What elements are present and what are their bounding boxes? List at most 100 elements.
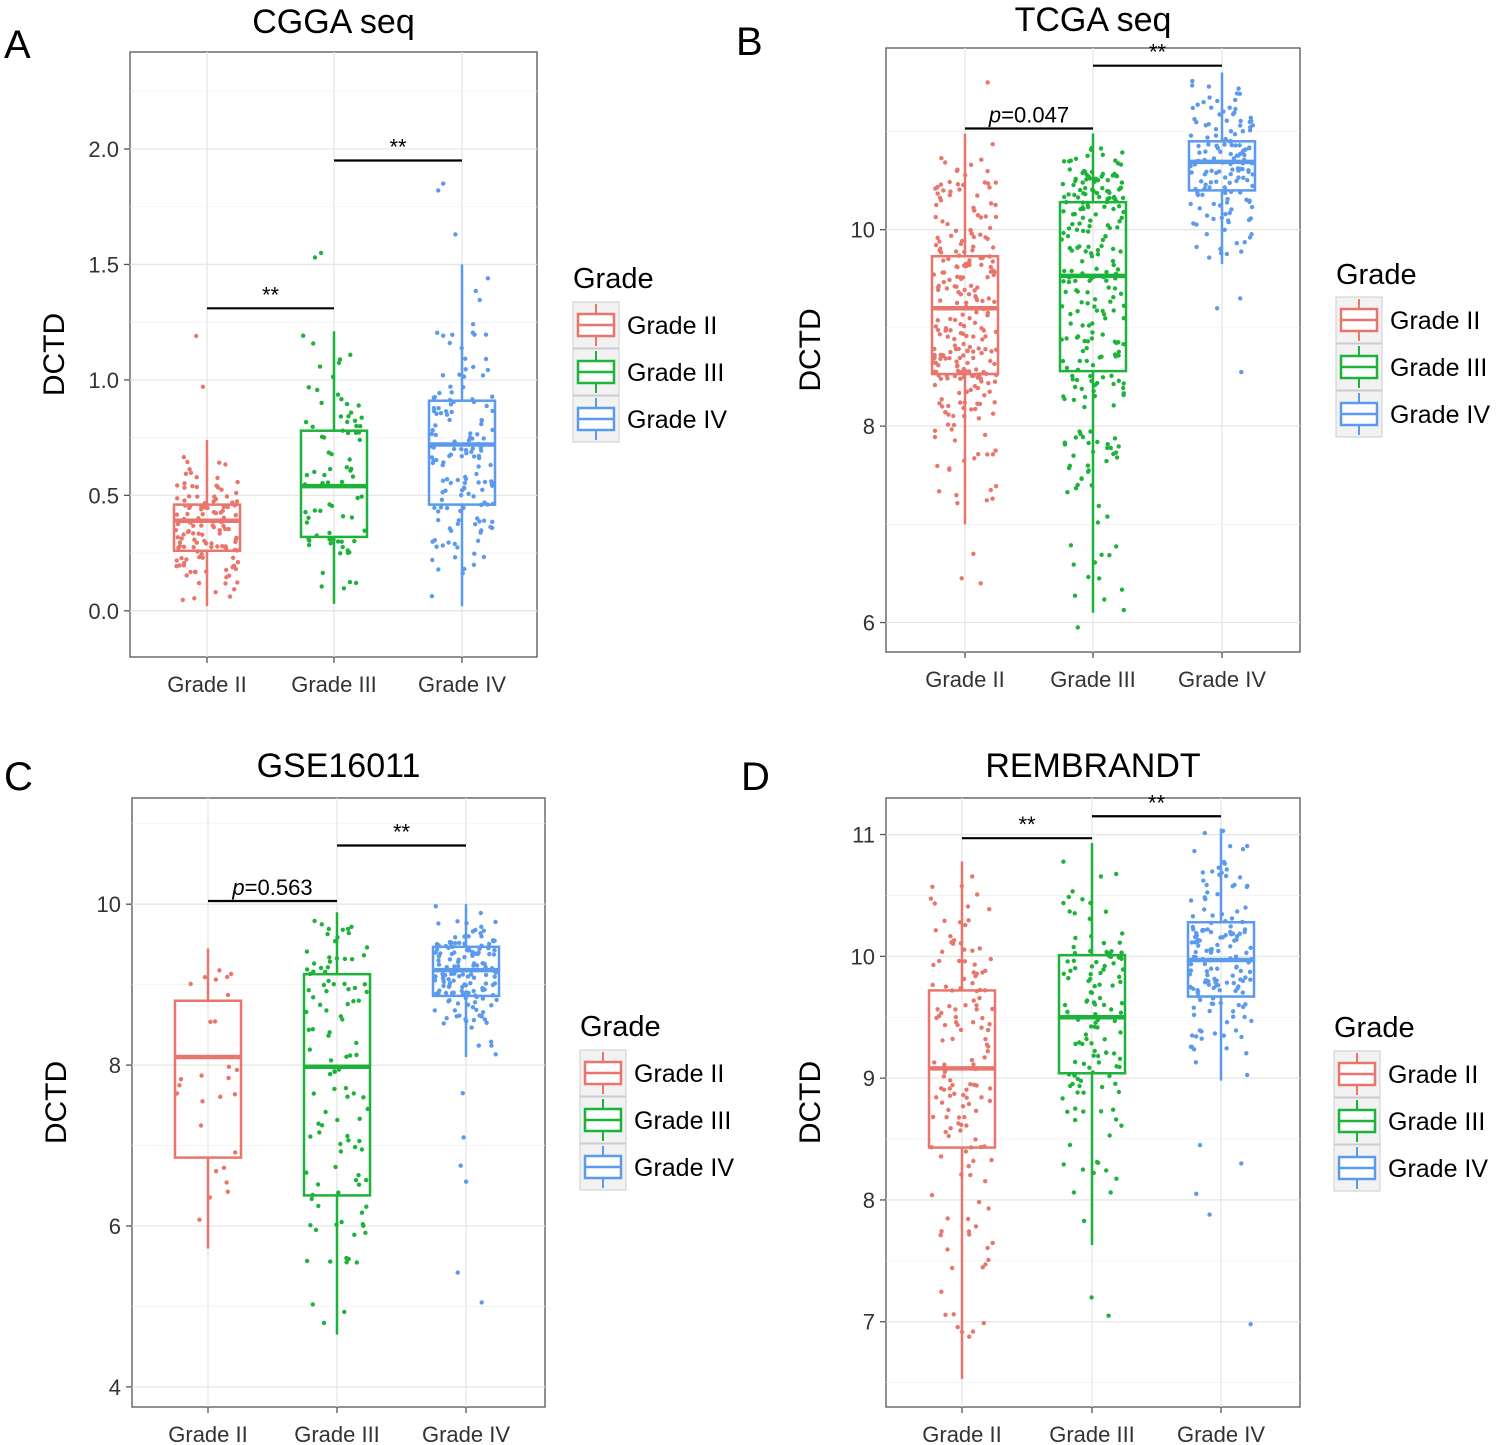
y-axis-label: DCTD [40, 1061, 73, 1144]
data-point [347, 457, 352, 462]
data-point [974, 1007, 979, 1012]
data-point [470, 436, 475, 441]
legend-item-grade-ii: Grade II [1335, 296, 1480, 344]
data-point [188, 981, 193, 987]
data-point [931, 962, 936, 968]
data-point [1068, 543, 1074, 548]
data-point [185, 529, 191, 535]
data-point [1195, 192, 1201, 198]
data-point [1231, 980, 1237, 986]
data-point [188, 569, 193, 575]
data-point [933, 324, 938, 329]
data-point [1120, 150, 1125, 155]
data-point [1218, 149, 1223, 154]
data-point [310, 1027, 315, 1032]
data-point [1230, 1009, 1236, 1014]
data-point [983, 1037, 988, 1042]
legend-item-grade-iii: Grade III [1335, 343, 1487, 391]
data-point [1111, 262, 1116, 268]
data-point [958, 400, 963, 405]
data-point [1105, 196, 1110, 202]
data-point [939, 1100, 945, 1105]
data-point [432, 1008, 437, 1013]
panel-title: REMBRANDT [985, 747, 1200, 785]
data-point [463, 990, 469, 995]
data-point [1100, 332, 1105, 337]
data-point [340, 927, 345, 932]
data-point [1097, 355, 1103, 360]
data-point [1113, 353, 1119, 358]
data-point [948, 1126, 953, 1131]
data-point [475, 432, 480, 437]
data-point [1194, 244, 1199, 250]
data-point [233, 539, 238, 545]
data-point [219, 487, 224, 492]
data-point [975, 285, 980, 290]
data-point [226, 1064, 232, 1070]
data-point [492, 981, 498, 986]
data-point [1106, 285, 1111, 290]
data-point [1066, 279, 1072, 285]
data-point [338, 414, 344, 419]
data-point [344, 465, 349, 470]
data-point [955, 264, 960, 270]
data-point [1234, 964, 1239, 969]
data-point [992, 379, 998, 384]
data-point [197, 554, 202, 560]
data-point [430, 557, 435, 563]
data-point [1073, 435, 1079, 440]
data-point [1079, 386, 1085, 391]
significance-label-italic: p [988, 103, 1001, 128]
data-point [1072, 1117, 1078, 1123]
data-point [212, 1019, 218, 1024]
data-point [484, 1020, 489, 1025]
data-point [950, 1265, 955, 1271]
data-point [183, 471, 189, 476]
data-point [211, 499, 216, 504]
data-point [213, 590, 218, 595]
data-point [487, 951, 492, 957]
data-point [1060, 358, 1066, 364]
data-point [1225, 196, 1230, 202]
data-point [948, 328, 953, 333]
data-point [1097, 576, 1102, 581]
data-point [1249, 1018, 1254, 1024]
data-point [1102, 204, 1107, 209]
data-point [1208, 929, 1214, 935]
data-point [1209, 946, 1214, 952]
data-point [440, 478, 446, 483]
data-point [1092, 1002, 1098, 1007]
data-point [968, 227, 973, 233]
data-point [1118, 979, 1123, 985]
data-point [941, 279, 946, 285]
data-point [1105, 442, 1110, 447]
data-point [1104, 458, 1109, 464]
data-point [354, 423, 359, 429]
data-point [462, 480, 468, 486]
data-point [480, 373, 486, 378]
x-tick-label: Grade II [168, 1422, 247, 1445]
data-point [224, 1180, 229, 1185]
box-grade-iii [302, 912, 372, 1335]
data-point [197, 1217, 202, 1222]
panel-letter: A [4, 23, 31, 67]
data-point [1121, 607, 1127, 613]
data-point [985, 181, 991, 186]
data-point [327, 1071, 333, 1077]
data-point [990, 1240, 995, 1246]
legend-label: Grade III [634, 1107, 731, 1135]
data-point [1238, 296, 1243, 301]
data-point [971, 1158, 976, 1164]
data-point [1249, 204, 1255, 210]
data-point [433, 950, 438, 955]
data-point [1085, 290, 1090, 295]
data-point [1250, 123, 1256, 128]
data-point [943, 410, 948, 415]
data-point [213, 977, 218, 982]
data-point [320, 570, 325, 576]
data-point [1203, 182, 1208, 187]
y-tick-label: 7 [863, 1310, 875, 1335]
data-point [1068, 311, 1073, 317]
data-point [1096, 178, 1101, 183]
data-point [1223, 190, 1228, 196]
